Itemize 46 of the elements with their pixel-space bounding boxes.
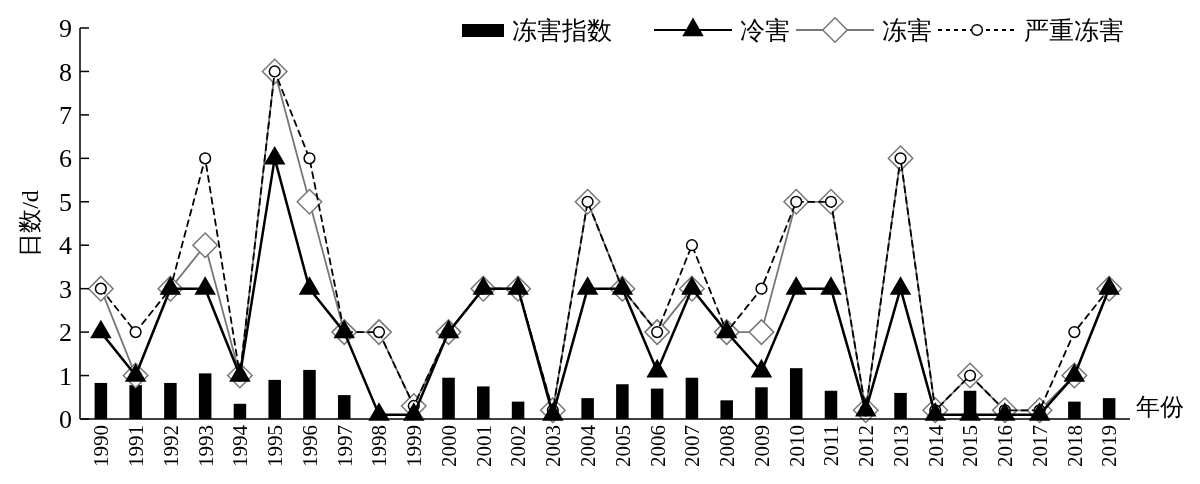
y-tick-label: 6 <box>59 144 72 174</box>
legend-label: 冻害指数 <box>512 16 612 44</box>
x-tick-label: 1998 <box>367 425 392 467</box>
x-tick-label: 2009 <box>749 425 774 467</box>
x-tick-label: 2015 <box>958 425 983 467</box>
y-tick-label: 1 <box>59 361 72 391</box>
x-tick-label: 2017 <box>1027 425 1052 467</box>
x-tick-label: 2016 <box>993 425 1018 467</box>
x-tick-label: 1993 <box>193 425 218 467</box>
x-tick-label: 1990 <box>89 425 114 467</box>
x-tick-label: 1992 <box>158 425 183 467</box>
x-tick-label: 1995 <box>263 425 288 467</box>
x-tick-label: 2012 <box>854 425 879 467</box>
y-tick-label: 8 <box>59 57 72 87</box>
x-tick-label: 2008 <box>715 425 740 467</box>
y-tick-label: 7 <box>59 100 72 130</box>
x-tick-label: 1991 <box>123 425 148 467</box>
y-tick-label: 5 <box>59 187 72 217</box>
legend-label: 冻害 <box>882 16 932 44</box>
y-tick-label: 9 <box>59 14 72 44</box>
x-tick-label: 1996 <box>297 425 322 467</box>
y-tick-label: 0 <box>59 405 72 435</box>
x-tick-label: 2005 <box>610 425 635 467</box>
legend-label: 冷害 <box>740 16 790 44</box>
x-tick-label: 1997 <box>332 425 357 467</box>
x-tick-label: 1999 <box>402 425 427 467</box>
x-tick-label: 2007 <box>680 425 705 467</box>
x-tick-label: 2011 <box>819 425 844 467</box>
x-tick-label: 2013 <box>888 425 913 467</box>
x-tick-label: 2000 <box>436 425 461 467</box>
x-tick-label: 2019 <box>1097 425 1122 467</box>
x-tick-label: 2002 <box>506 425 531 467</box>
x-tick-label: 2010 <box>784 425 809 467</box>
y-tick-label: 2 <box>59 318 72 348</box>
x-axis-title: 年份 <box>1136 394 1184 420</box>
x-tick-label: 2014 <box>923 424 948 467</box>
y-axis-title: 日数/d <box>17 190 43 257</box>
legend-label: 严重冻害 <box>1024 16 1124 44</box>
x-tick-label: 1994 <box>228 424 253 467</box>
x-tick-label: 2006 <box>645 425 670 467</box>
y-tick-label: 4 <box>59 231 72 261</box>
x-tick-label: 2003 <box>541 425 566 467</box>
y-tick-label: 3 <box>59 274 72 304</box>
x-tick-label: 2018 <box>1062 425 1087 467</box>
x-tick-label: 2001 <box>471 425 496 467</box>
x-tick-label: 2004 <box>575 424 600 467</box>
